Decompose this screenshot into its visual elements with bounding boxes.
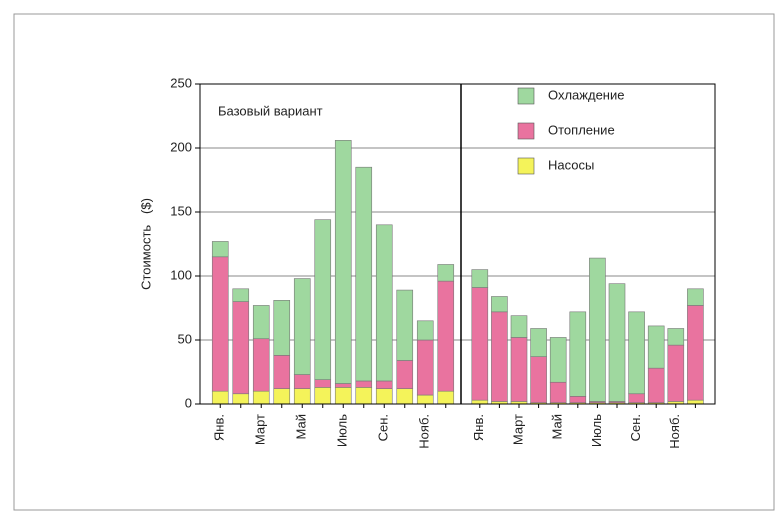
x-tick-label: Июль (589, 414, 604, 447)
bar-segment (530, 356, 547, 404)
y-tick-label: 150 (170, 203, 192, 218)
bar-segment (628, 311, 645, 395)
plot-border (199, 83, 716, 405)
bar-segment (608, 283, 626, 402)
x-tick-label: Нояб. (667, 414, 682, 449)
legend-swatch (517, 157, 535, 175)
bar-segment (647, 325, 665, 369)
bar-segment (471, 269, 489, 288)
bar-segment (396, 289, 414, 361)
legend-label: Насосы (548, 157, 594, 172)
bar-segment (211, 390, 229, 405)
y-tick-label: 200 (170, 139, 192, 154)
x-tick-label: Сен. (376, 414, 391, 441)
bar-segment (252, 390, 270, 405)
x-tick-label: Нояб. (417, 414, 432, 449)
y-tick-label: 100 (170, 267, 192, 282)
x-tick-label: Июль (335, 414, 350, 447)
x-tick-label: Янв. (471, 414, 486, 441)
bar-segment (569, 396, 587, 404)
y-tick-label: 50 (178, 331, 192, 346)
x-tick-label: Май (294, 414, 309, 439)
bar-segment (416, 394, 434, 405)
bar-segment (252, 338, 270, 392)
bar-segment (273, 355, 291, 389)
bar-segment (491, 311, 508, 402)
bar-segment (293, 388, 311, 405)
bar-segment (647, 367, 665, 404)
bar-segment (314, 379, 332, 388)
bar-segment (334, 383, 352, 388)
bar-segment (211, 256, 229, 392)
bar-segment (667, 328, 685, 346)
bar-segment (293, 374, 311, 389)
x-tick-label: Янв. (212, 414, 227, 441)
bar-segment (687, 288, 704, 306)
annotation: Базовый вариант (218, 103, 323, 118)
bar-segment (334, 140, 352, 384)
bar-segment (232, 288, 250, 302)
legend-label: Отопление (548, 122, 615, 137)
y-tick-label: 0 (185, 395, 192, 410)
bar-segment (491, 296, 508, 313)
legend-swatch (517, 122, 535, 140)
bar-segment (252, 305, 270, 340)
bar-segment (355, 380, 373, 388)
bar-segment (232, 301, 250, 395)
bar-segment (314, 219, 332, 380)
bar-segment (471, 399, 489, 405)
bar-segment (569, 311, 587, 397)
bar-segment (375, 224, 393, 382)
x-tick-label: Май (550, 414, 565, 439)
y-axis-label: Стоимость ($) (138, 198, 153, 290)
bar-segment (293, 278, 311, 375)
legend-label: Охлаждение (548, 87, 624, 102)
bar-segment (530, 328, 547, 357)
bar-segment (471, 287, 489, 401)
bar-segment (510, 337, 528, 402)
bar-segment (396, 360, 414, 389)
legend-swatch (517, 87, 535, 105)
bar-segment (416, 320, 434, 341)
bar-segment (437, 390, 455, 405)
bar-segment (396, 388, 414, 405)
bar-segment (375, 388, 393, 405)
x-tick-label: Март (253, 414, 268, 445)
bar-segment (687, 399, 704, 405)
bar-segment (437, 264, 455, 282)
bar-segment (667, 344, 685, 402)
bar-segment (549, 337, 567, 383)
x-tick-label: Март (510, 414, 525, 445)
bar-segment (510, 315, 528, 338)
bar-segment (355, 166, 373, 382)
bar-segment (232, 393, 250, 405)
bar-segment (273, 300, 291, 356)
bar-segment (211, 241, 229, 258)
frame (13, 13, 775, 511)
bar-segment (687, 305, 704, 401)
bar-segment (334, 387, 352, 405)
y-tick-label: 250 (170, 75, 192, 90)
x-tick-label: Сен. (628, 414, 643, 441)
bar-segment (416, 339, 434, 396)
bar-segment (437, 280, 455, 392)
bar-segment (549, 381, 567, 404)
bar-segment (589, 257, 606, 402)
bar-segment (314, 387, 332, 405)
bar-segment (355, 387, 373, 405)
bar-segment (375, 380, 393, 389)
bar-segment (273, 388, 291, 405)
bar-segment (628, 393, 645, 404)
